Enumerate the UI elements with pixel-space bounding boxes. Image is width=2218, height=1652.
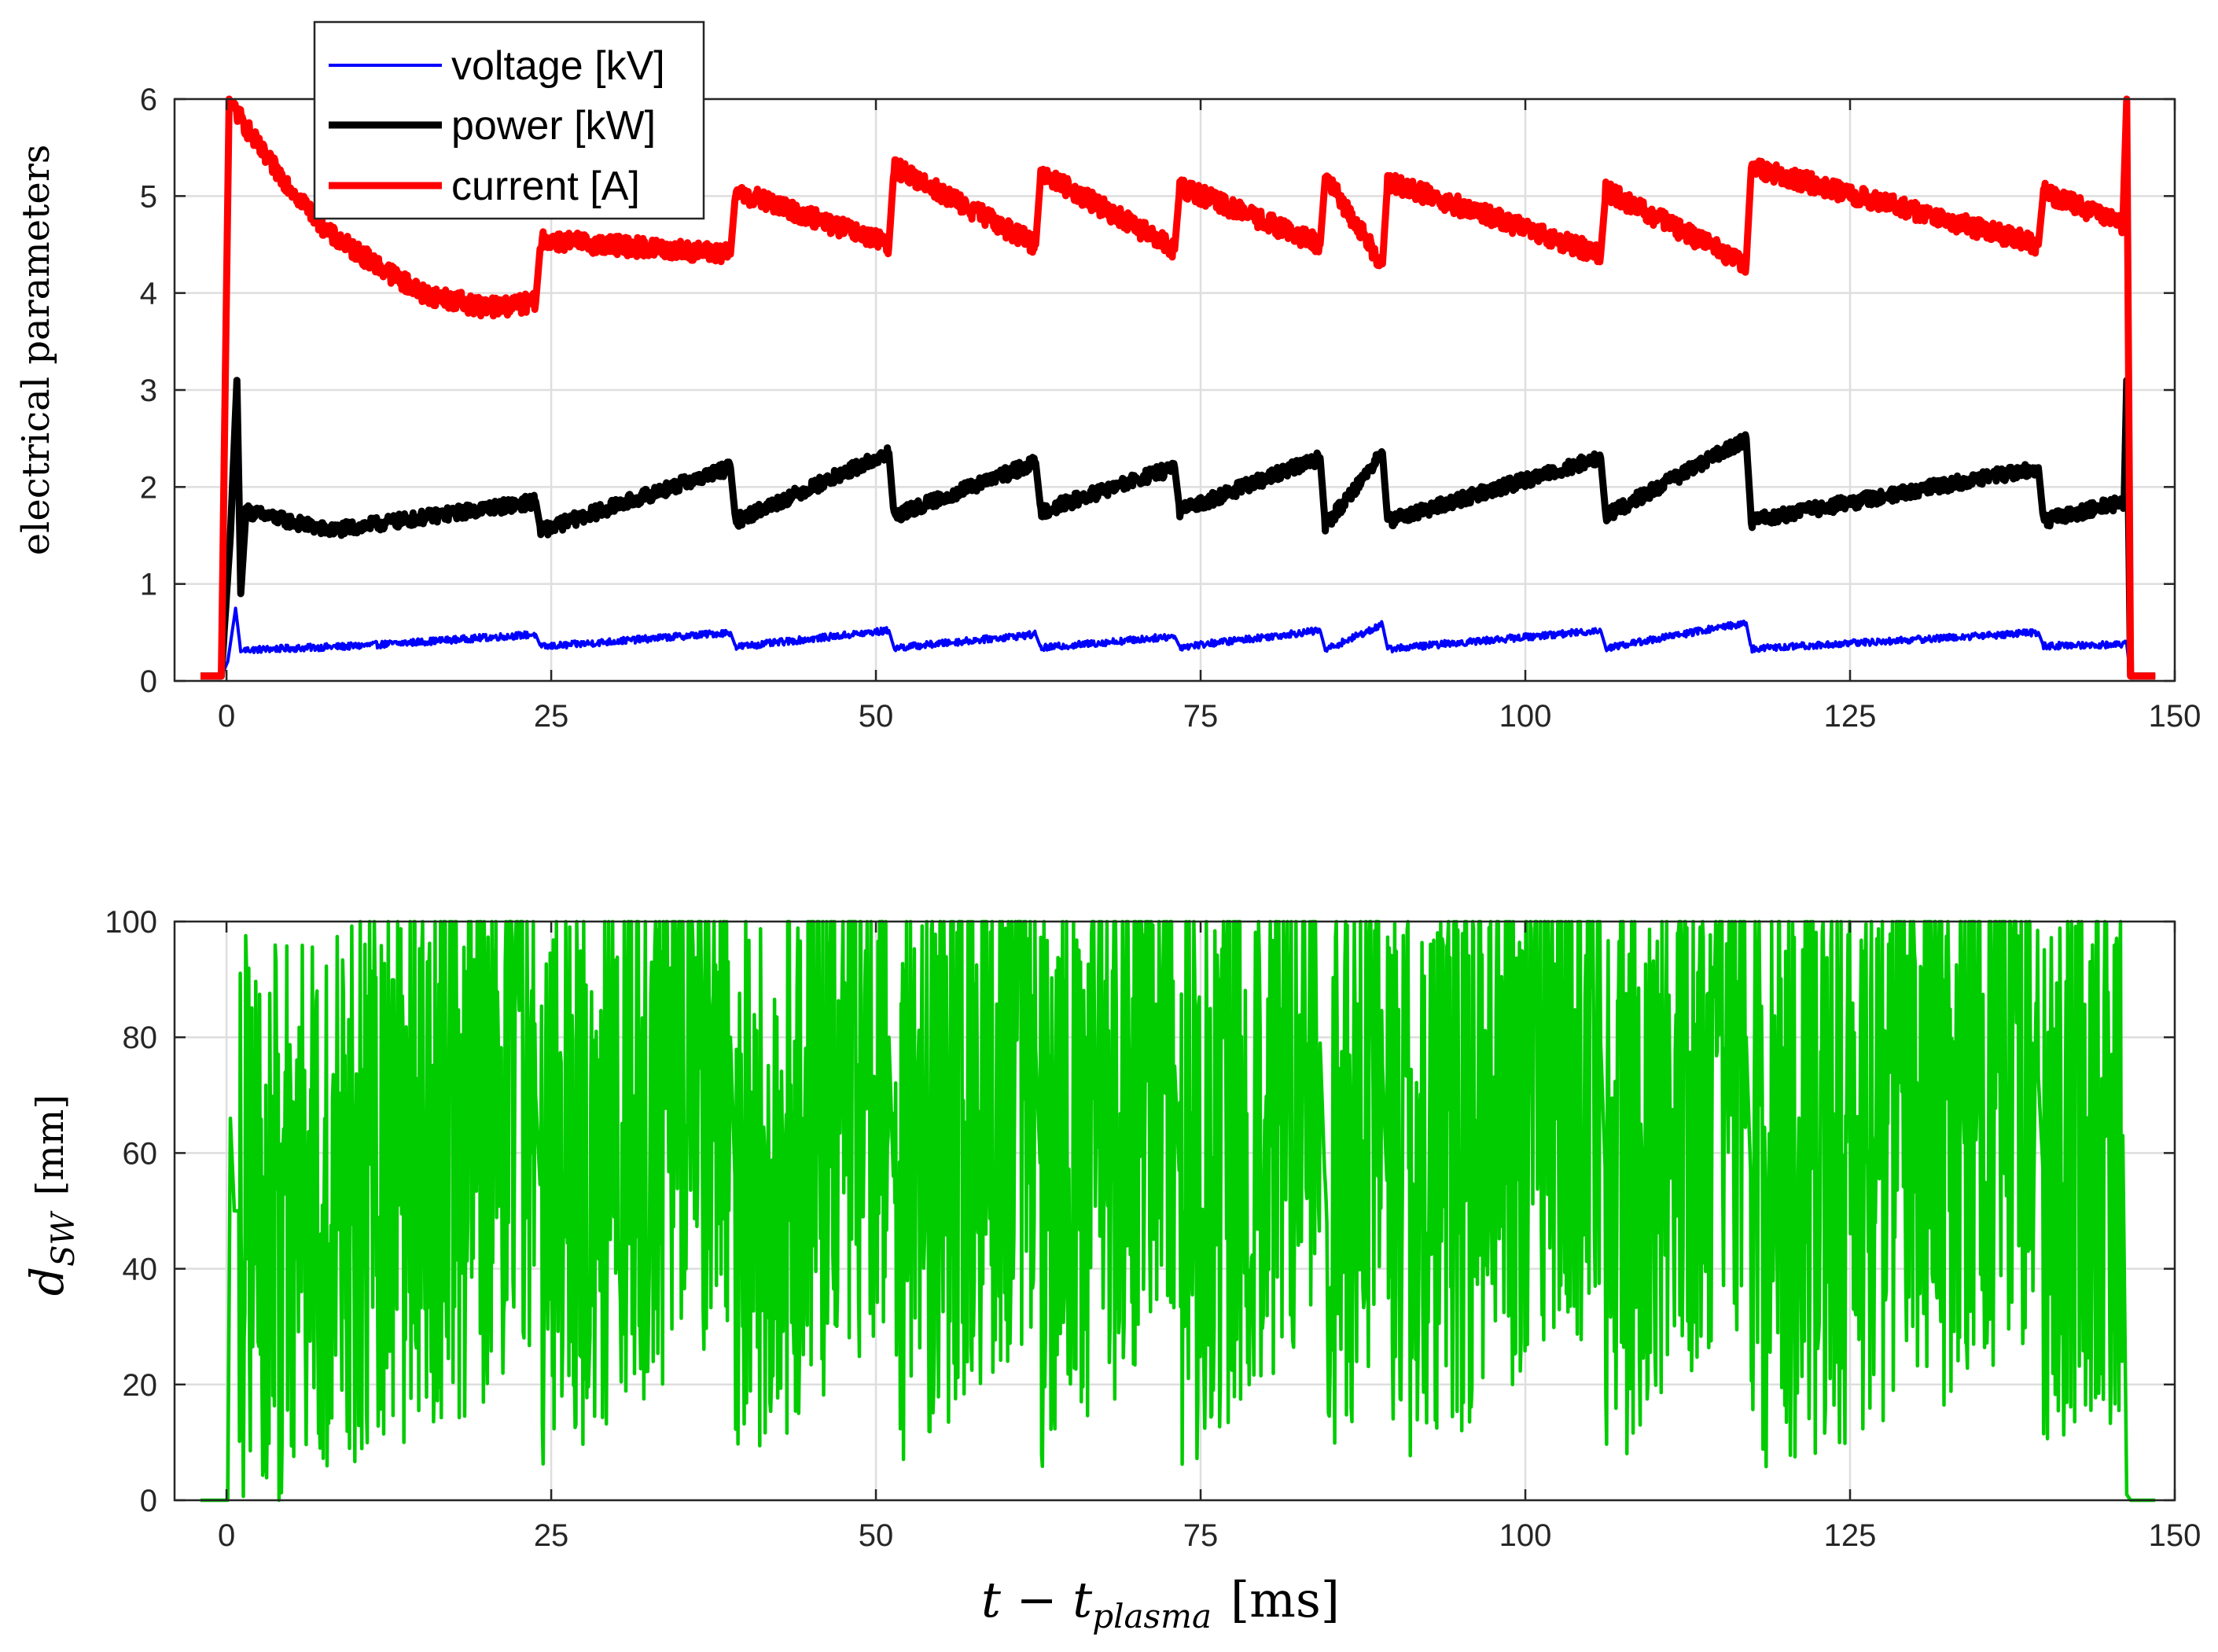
- x-tick-label: 150: [2149, 699, 2201, 734]
- y-tick-label: 1: [140, 568, 157, 602]
- bottom-series-group: [199, 919, 2157, 1503]
- x-tick-label: 125: [1824, 1518, 1877, 1553]
- y-tick-label: 80: [123, 1021, 158, 1055]
- x-tick-label: 100: [1499, 1518, 1552, 1553]
- x-tick-label: 50: [859, 1518, 894, 1553]
- distance-panel: 0 25 50 75 100 125 150 0 20 40 60 80 100 dSW [mm] t −…: [20, 905, 2201, 1635]
- x-tick-label: 50: [859, 699, 894, 734]
- power-series-line: [197, 377, 2158, 680]
- legend-current-label: current [A]: [451, 164, 640, 209]
- y-tick-label: 100: [105, 905, 157, 940]
- legend-voltage-label: voltage [kV]: [451, 43, 665, 89]
- y-tick-label: 40: [123, 1253, 158, 1287]
- y-tick-label: 20: [123, 1368, 158, 1403]
- y-tick-label: 60: [123, 1136, 158, 1171]
- y-tick-label: 2: [140, 470, 157, 505]
- x-axis-symbol: t − t: [981, 1571, 1092, 1628]
- top-series-group: [197, 95, 2158, 680]
- y-tick-label: 5: [140, 179, 157, 214]
- x-tick-label: 75: [1183, 1518, 1219, 1553]
- bottom-y-axis-label: dSW [mm]: [20, 1095, 82, 1296]
- x-tick-label: 0: [218, 699, 235, 734]
- y-tick-label: 0: [140, 1484, 157, 1518]
- top-y-axis-label: electrical parameters: [14, 145, 58, 556]
- electrical-parameters-panel: 0 25 50 75 100 125 150 0 1 2 3 4 5 6 electrical param…: [14, 20, 2201, 734]
- y-tick-label: 4: [140, 277, 157, 311]
- y-tick-label: 3: [140, 373, 157, 408]
- bottom-axes-box: [173, 920, 2176, 1502]
- x-axis-label: t − tplasma [ms]: [981, 1571, 1340, 1635]
- x-tick-label: 125: [1824, 699, 1877, 734]
- bottom-ticks: 0 25 50 75 100 125 150 0 20 40 60 80 100: [105, 905, 2201, 1553]
- x-tick-label: 25: [534, 699, 569, 734]
- current-series-line: [197, 95, 2158, 680]
- bottom-y-axis-unit: [mm]: [28, 1095, 72, 1195]
- voltage-series-line: [200, 606, 2157, 680]
- y-tick-label: 6: [140, 83, 157, 117]
- legend: voltage [kV] power [kW] current [A]: [313, 20, 705, 220]
- x-axis-subscript: plasma: [1092, 1597, 1212, 1635]
- bottom-y-axis-symbol: d: [20, 1267, 74, 1296]
- d_sw-series-line: [199, 919, 2157, 1503]
- x-tick-label: 100: [1499, 699, 1552, 734]
- bottom-y-axis-subscript: SW: [46, 1211, 82, 1267]
- legend-power-label: power [kW]: [451, 103, 656, 149]
- top-ticks: 0 25 50 75 100 125 150 0 1 2 3 4 5 6: [140, 83, 2201, 734]
- x-tick-label: 150: [2149, 1518, 2201, 1553]
- x-tick-label: 25: [534, 1518, 569, 1553]
- y-tick-label: 0: [140, 664, 157, 699]
- x-tick-label: 75: [1183, 699, 1219, 734]
- x-tick-label: 0: [218, 1518, 235, 1553]
- x-axis-unit: [ms]: [1230, 1571, 1340, 1628]
